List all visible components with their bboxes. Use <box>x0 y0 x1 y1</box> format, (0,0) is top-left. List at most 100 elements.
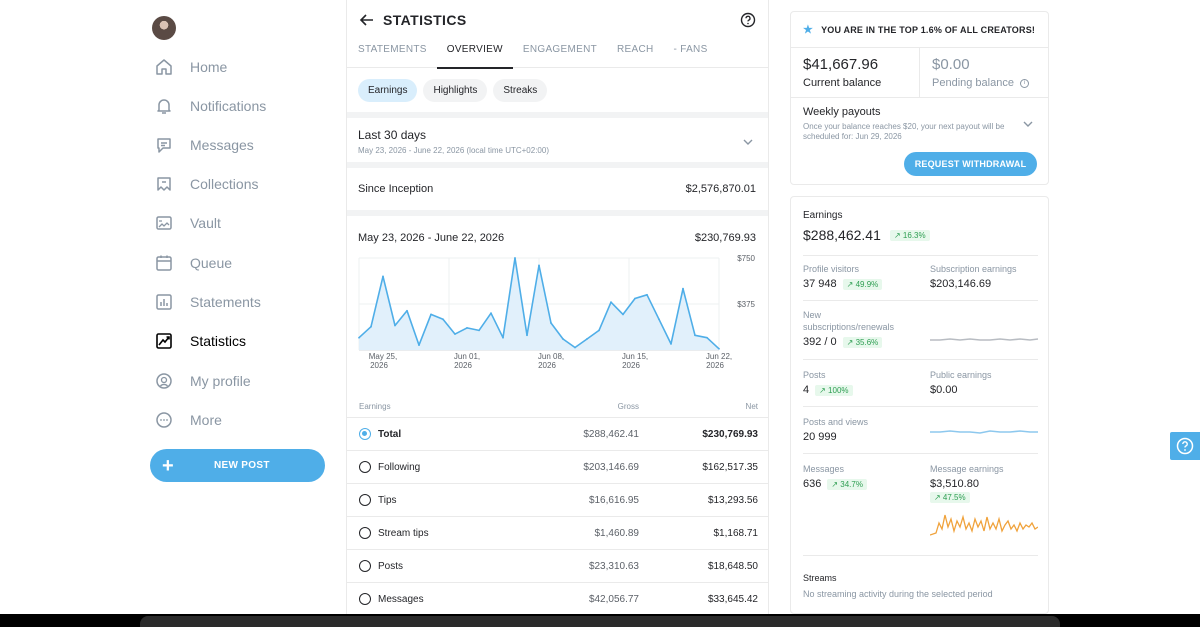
sidebar-item-label: Notifications <box>190 98 267 114</box>
row-net: $33,645.42 <box>707 594 758 605</box>
change-badge: ↗ 49.9% <box>842 278 883 290</box>
divider <box>803 406 1038 407</box>
data-point <box>514 257 516 259</box>
right-panel: ★ YOU ARE IN THE TOP 1.6% OF ALL CREATOR… <box>790 11 1049 614</box>
row-gross: $288,462.41 <box>583 429 639 440</box>
radio-selected[interactable] <box>359 428 371 440</box>
home-icon <box>152 55 176 79</box>
chip-streaks[interactable]: Streaks <box>493 78 548 102</box>
sidebar-item-statements[interactable]: Statements <box>152 290 261 314</box>
metric-value: $203,146.69 <box>930 278 992 290</box>
earnings-chart[interactable]: $750 $375 May 25, 2026 Jun 01, 2026 Jun 08, 202… <box>347 248 768 383</box>
radio[interactable] <box>359 560 371 572</box>
bookmark-icon <box>152 172 176 196</box>
radio[interactable] <box>359 494 371 506</box>
sidebar-item-more[interactable]: More <box>152 408 222 432</box>
filter-chips: Earnings Highlights Streaks <box>347 68 768 118</box>
chart-header: May 23, 2026 - June 22, 2026 $230,769.93 <box>347 216 768 252</box>
request-withdrawal-button[interactable]: REQUEST WITHDRAWAL <box>904 152 1037 176</box>
data-point <box>418 344 420 346</box>
trend-icon <box>152 329 176 353</box>
x-tick-label: 2026 <box>706 361 724 370</box>
row-gross: $16,616.95 <box>588 495 639 506</box>
star-icon: ★ <box>803 24 814 36</box>
sidebar-item-statistics[interactable]: Statistics <box>152 329 246 353</box>
metric-public-earnings: Public earnings $0.00 <box>930 369 992 396</box>
row-net: $230,769.93 <box>702 429 758 440</box>
table-row[interactable]: Stream tips $1,460.89 $1,168.71 <box>347 517 768 550</box>
sidebar-item-label: Home <box>190 59 228 75</box>
tab-engagement[interactable]: ENGAGEMENT <box>522 44 597 55</box>
sidebar-item-home[interactable]: Home <box>152 55 227 79</box>
info-icon[interactable]: i <box>1020 78 1030 88</box>
back-arrow-icon[interactable] <box>359 12 375 28</box>
data-point <box>430 313 432 316</box>
page-title: STATISTICS <box>383 12 467 28</box>
sparkline <box>930 514 1038 536</box>
metric-label: Public earnings <box>930 370 992 380</box>
image-icon <box>152 211 176 235</box>
sidebar-item-messages[interactable]: Messages <box>152 133 254 157</box>
avatar[interactable] <box>152 16 176 40</box>
chip-highlights[interactable]: Highlights <box>423 78 488 102</box>
data-point <box>634 297 636 300</box>
data-point <box>706 336 708 339</box>
sidebar-item-queue[interactable]: Queue <box>152 251 232 275</box>
metric-label: Posts and views <box>803 417 869 427</box>
sidebar-item-vault[interactable]: Vault <box>152 211 221 235</box>
data-point <box>694 334 696 337</box>
change-badge: ↗ 100% <box>815 384 853 396</box>
data-point <box>646 293 648 296</box>
row-net: $18,648.50 <box>707 561 758 572</box>
table-row[interactable]: Tips $16,616.95 $13,293.56 <box>347 484 768 517</box>
data-point <box>586 338 588 340</box>
metric-subtext: No streaming activity during the selecte… <box>803 589 993 599</box>
table-row[interactable]: Total $288,462.41 $230,769.93 <box>347 418 768 451</box>
top-creator-badge: ★ YOU ARE IN THE TOP 1.6% OF ALL CREATOR… <box>791 12 1048 48</box>
data-point <box>658 318 660 321</box>
sidebar-item-notifications[interactable]: Notifications <box>152 94 266 118</box>
payout-title: Weekly payouts <box>803 106 881 118</box>
divider <box>803 300 1038 301</box>
x-tick-label: 2026 <box>538 361 556 370</box>
table-row[interactable]: Posts $23,310.63 $18,648.50 <box>347 550 768 583</box>
chip-earnings[interactable]: Earnings <box>358 78 418 102</box>
period-selector[interactable]: Last 30 days May 23, 2026 - June 22, 202… <box>347 118 768 168</box>
metric-value: $0.00 <box>930 384 958 396</box>
radio[interactable] <box>359 527 371 539</box>
divider <box>803 255 1038 256</box>
data-point <box>466 327 468 329</box>
tab-statements[interactable]: STATEMENTS <box>358 44 427 55</box>
floating-help-button[interactable] <box>1170 432 1200 460</box>
row-name: Following <box>378 462 421 473</box>
profile-icon <box>152 369 176 393</box>
chevron-down-icon <box>1023 121 1033 127</box>
new-post-button[interactable]: + NEW POST <box>150 449 325 482</box>
tab-reach[interactable]: REACH <box>617 44 654 55</box>
page-header: STATISTICS <box>347 0 768 40</box>
table-row[interactable]: Messages $42,056.77 $33,645.42 <box>347 583 768 614</box>
radio[interactable] <box>359 461 371 473</box>
table-row[interactable]: Following $203,146.69 $162,517.35 <box>347 451 768 484</box>
radio[interactable] <box>359 593 371 605</box>
weekly-payouts[interactable]: Weekly payouts Once your balance reaches… <box>791 98 1048 184</box>
sidebar-item-my-profile[interactable]: My profile <box>152 369 251 393</box>
metric-posts-views: Posts and views 20 999 <box>803 416 868 443</box>
x-tick-label: May 25, <box>369 352 397 361</box>
metric-subscription-earnings: Subscription earnings $203,146.69 <box>930 263 1017 290</box>
sidebar-item-label: Statistics <box>190 333 247 349</box>
period-label: Last 30 days <box>358 128 427 142</box>
period-range: May 23, 2026 - June 22, 2026 (local time… <box>358 146 549 155</box>
help-icon <box>1176 437 1194 455</box>
data-point <box>562 338 564 340</box>
sidebar-item-collections[interactable]: Collections <box>152 172 258 196</box>
current-balance-value: $41,667.96 <box>803 56 879 73</box>
help-icon[interactable] <box>740 12 756 28</box>
pending-balance-value: $0.00 <box>932 56 970 73</box>
change-badge: ↗ 35.6% <box>842 336 883 348</box>
tab-fans[interactable]: - FANS <box>673 44 708 55</box>
tab-overview[interactable]: OVERVIEW <box>436 40 514 69</box>
col-net: Net <box>745 402 758 411</box>
pending-balance-label-wrap: Pending balance i <box>932 77 1036 89</box>
